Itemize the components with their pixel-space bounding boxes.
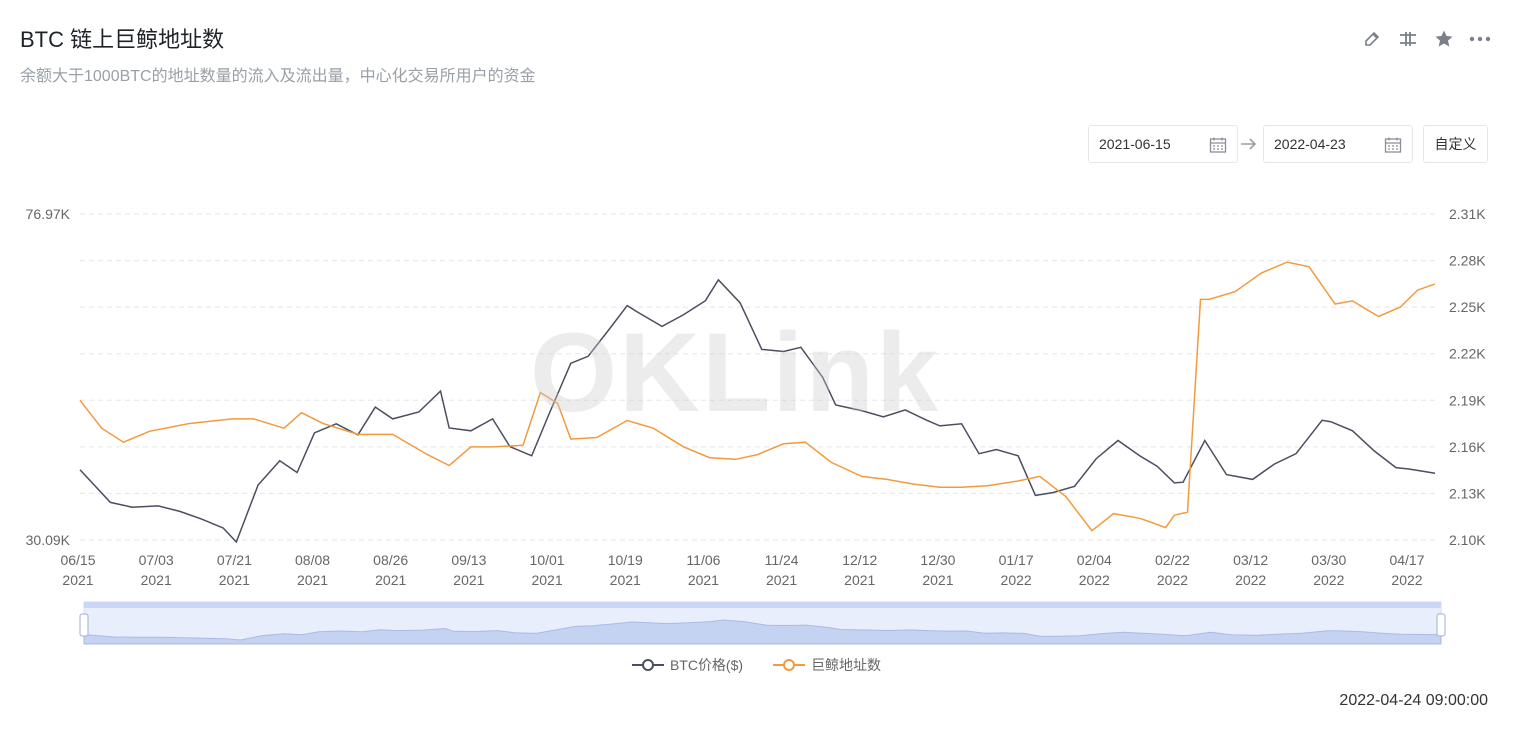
legend-marker-btc: [631, 659, 664, 671]
chart-legend: BTC价格($) 巨鲸地址数: [0, 655, 1513, 675]
x-tick-year: 2022: [1313, 572, 1344, 588]
x-tick-year: 2021: [844, 572, 875, 588]
calendar-icon: [1384, 137, 1402, 153]
y-right-tick-label: 2.19K: [1449, 392, 1486, 408]
more-icon[interactable]: [1469, 28, 1491, 50]
x-tick-label: 07/21: [217, 552, 252, 568]
x-tick-year: 2022: [1001, 572, 1032, 588]
x-tick-year: 2021: [219, 572, 250, 588]
y-right-tick-label: 2.22K: [1449, 346, 1486, 362]
update-timestamp: 2022-04-24 09:00:00: [1339, 692, 1488, 709]
zoom-slider-handle-bar: [84, 602, 1441, 608]
x-tick-label: 06/15: [60, 552, 95, 568]
x-tick-year: 2021: [922, 572, 953, 588]
x-tick-label: 08/26: [373, 552, 408, 568]
x-tick-label: 07/03: [139, 552, 174, 568]
start-date-value: 2021-06-15: [1099, 136, 1171, 152]
calendar-icon: [1209, 137, 1227, 153]
star-icon[interactable]: [1433, 28, 1455, 50]
x-tick-year: 2022: [1235, 572, 1266, 588]
x-tick-year: 2021: [62, 572, 93, 588]
x-tick-label: 10/19: [608, 552, 643, 568]
x-tick-label: 10/01: [530, 552, 565, 568]
x-tick-label: 04/17: [1389, 552, 1424, 568]
zoom-slider-right-handle[interactable]: [1436, 613, 1446, 637]
x-tick-year: 2021: [141, 572, 172, 588]
x-tick-label: 12/12: [842, 552, 877, 568]
y-right-tick-label: 2.25K: [1449, 299, 1486, 315]
x-tick-year: 2021: [610, 572, 641, 588]
x-tick-label: 03/12: [1233, 552, 1268, 568]
legend-label-whale: 巨鲸地址数: [811, 657, 882, 673]
legend-item-whale[interactable]: 巨鲸地址数: [773, 655, 881, 675]
end-date-input[interactable]: 2022-04-23: [1263, 125, 1413, 163]
x-tick-label: 01/17: [999, 552, 1034, 568]
chart-toolbar: [1361, 28, 1491, 50]
y-right-tick-label: 2.28K: [1449, 253, 1486, 269]
columns-icon[interactable]: [1397, 28, 1419, 50]
x-tick-year: 2022: [1079, 572, 1110, 588]
page-title: BTC 链上巨鲸地址数: [20, 27, 225, 52]
line-chart: 2.31K 2.28K 2.25K 2.22K 2.19K 2.16K 2.13K 2.10K…: [26, 206, 1486, 645]
x-tick-year: 2021: [297, 572, 328, 588]
x-tick-label: 02/22: [1155, 552, 1190, 568]
x-tick-label: 02/04: [1077, 552, 1112, 568]
x-tick-label: 08/08: [295, 552, 330, 568]
y-right-tick-label: 2.10K: [1449, 532, 1486, 548]
zoom-slider-left-handle[interactable]: [79, 613, 89, 637]
x-tick-year: 2022: [1157, 572, 1188, 588]
x-tick-year: 2021: [531, 572, 562, 588]
x-tick-year: 2021: [453, 572, 484, 588]
y-left-tick-label: 30.09K: [26, 532, 71, 548]
x-tick-year: 2022: [1391, 572, 1422, 588]
y-right-tick-label: 2.13K: [1449, 485, 1486, 501]
arrow-right-icon: [1241, 138, 1257, 150]
x-tick-year: 2021: [766, 572, 797, 588]
legend-marker-whale: [773, 659, 806, 671]
x-tick-label: 12/30: [920, 552, 955, 568]
legend-item-btc[interactable]: BTC价格($): [631, 655, 744, 675]
x-tick-label: 09/13: [451, 552, 486, 568]
end-date-value: 2022-04-23: [1274, 136, 1346, 152]
y-left-tick-label: 76.97K: [26, 206, 71, 222]
x-tick-year: 2021: [375, 572, 406, 588]
x-tick-label: 11/24: [765, 552, 799, 568]
series-line-btc-price: [79, 278, 1436, 544]
x-tick-label: 11/06: [686, 552, 720, 568]
legend-label-btc: BTC价格($): [669, 657, 744, 673]
zoom-slider-preview: [83, 619, 1442, 645]
page-subtitle: 余额大于1000BTC的地址数量的流入及流出量，中心化交易所用户的资金: [20, 68, 536, 85]
series-line-whale-count: [79, 261, 1436, 532]
y-right-tick-label: 2.31K: [1449, 206, 1486, 222]
x-tick-year: 2021: [688, 572, 719, 588]
edit-icon[interactable]: [1361, 28, 1383, 50]
custom-range-button[interactable]: 自定义: [1423, 125, 1488, 163]
y-right-tick-label: 2.16K: [1449, 439, 1486, 455]
x-tick-label: 03/30: [1311, 552, 1346, 568]
start-date-input[interactable]: 2021-06-15: [1088, 125, 1238, 163]
